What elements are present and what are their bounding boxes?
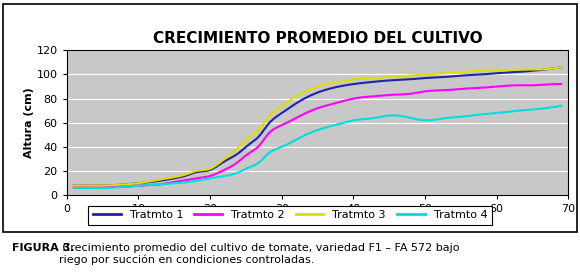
Tratmto 1 — [370, 80, 377, 83]
Tratmto 4 — [514, 109, 521, 112]
Tratmto 2 — [70, 185, 77, 189]
Tratmto 3 — [370, 76, 377, 80]
Tratmto 2 — [362, 95, 369, 98]
Tratmto 4 — [93, 186, 100, 190]
Tratmto 4 — [483, 112, 490, 116]
Y-axis label: Altura (cm): Altura (cm) — [24, 87, 34, 158]
Tratmto 3 — [361, 77, 368, 80]
Tratmto 1 — [93, 184, 100, 187]
Line: Tratmto 4: Tratmto 4 — [74, 106, 561, 188]
Tratmto 2 — [554, 82, 561, 86]
Tratmto 1 — [558, 66, 565, 69]
Tratmto 1 — [72, 184, 79, 187]
Line: Tratmto 3: Tratmto 3 — [74, 67, 561, 186]
Tratmto 1 — [514, 70, 521, 74]
Tratmto 3 — [70, 184, 77, 187]
Text: Crecimiento promedio del cultivo de tomate, variedad F1 – FA 572 bajo
riego por : Crecimiento promedio del cultivo de toma… — [59, 243, 460, 265]
Tratmto 2 — [514, 84, 521, 87]
Tratmto 4 — [361, 117, 368, 121]
Text: FIGURA 3.: FIGURA 3. — [12, 243, 74, 253]
Tratmto 2 — [558, 82, 565, 86]
Tratmto 3 — [558, 66, 565, 69]
Tratmto 4 — [362, 117, 369, 121]
Tratmto 4 — [558, 104, 565, 107]
Tratmto 4 — [370, 116, 377, 120]
Line: Tratmto 2: Tratmto 2 — [74, 84, 561, 187]
Tratmto 4 — [70, 186, 77, 190]
Tratmto 2 — [72, 185, 79, 189]
Tratmto 3 — [362, 77, 369, 80]
Title: CRECIMIENTO PROMEDIO DEL CULTIVO: CRECIMIENTO PROMEDIO DEL CULTIVO — [153, 31, 483, 46]
Line: Tratmto 1: Tratmto 1 — [74, 67, 561, 186]
X-axis label: Días: Días — [304, 217, 331, 227]
Tratmto 2 — [483, 86, 490, 89]
Tratmto 2 — [361, 95, 368, 99]
Tratmto 4 — [72, 186, 79, 190]
Tratmto 3 — [514, 68, 521, 71]
Tratmto 1 — [70, 184, 77, 187]
Tratmto 3 — [93, 184, 100, 187]
Tratmto 2 — [370, 95, 377, 98]
Tratmto 1 — [361, 81, 368, 85]
Tratmto 3 — [72, 184, 79, 187]
Tratmto 1 — [483, 73, 490, 76]
Tratmto 3 — [483, 69, 490, 73]
Legend: Tratmto 1, Tratmto 2, Tratmto 3, Tratmto 4: Tratmto 1, Tratmto 2, Tratmto 3, Tratmto… — [88, 206, 492, 225]
Tratmto 2 — [113, 185, 119, 189]
Tratmto 1 — [362, 81, 369, 84]
